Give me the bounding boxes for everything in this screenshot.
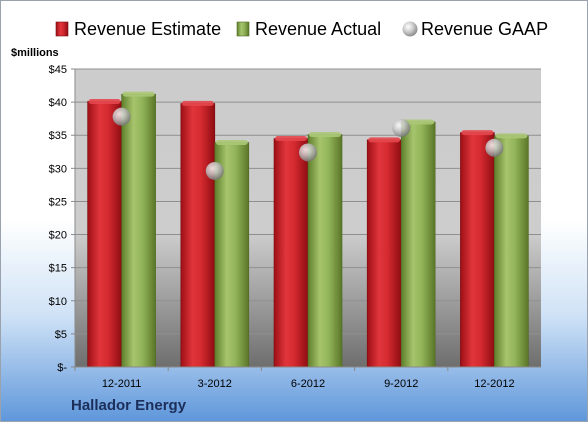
bar-revenue-estimate [87,101,122,368]
marker-revenue-gaap [392,118,411,137]
y-tick-label: $35 [49,130,67,142]
legend-item: Revenue Actual [236,19,381,39]
y-tick-label: $30 [49,163,67,175]
bar-revenue-estimate [366,139,402,368]
bar-top-cap [215,140,248,146]
chart-legend: Revenue Estimate Revenue Actual Revenue GA… [55,19,548,39]
y-axis-label: $millions [11,47,59,59]
marker-revenue-gaap [205,161,224,180]
bar-top-cap [88,98,121,104]
bar-revenue-estimate [180,103,216,368]
x-tick-label: 9-2012 [384,378,418,390]
bar-top-cap [461,130,494,136]
legend-swatch [236,21,250,37]
marker-revenue-gaap [112,107,131,126]
bar-revenue-actual [400,121,436,368]
y-tick-label: $45 [49,64,67,76]
legend-swatch [55,21,69,37]
x-tick-label: 6-2012 [291,378,325,390]
company-name: Hallador Energy [71,397,187,414]
y-tick-label: $25 [49,196,67,208]
legend-item: Revenue Estimate [55,19,221,39]
y-tick-label: $20 [49,230,67,242]
bar-top-cap [368,137,401,143]
bar-top-cap [122,91,155,97]
bar-revenue-actual [121,93,156,368]
bar-top-cap [275,136,307,142]
legend-item: Revenue GAAP [402,19,548,39]
y-tick-label: $15 [49,263,67,275]
legend-swatch [402,21,418,37]
legend-label: Revenue Estimate [74,19,221,39]
bar-top-cap [181,100,214,106]
y-tick-label: $- [57,362,67,374]
bar-top-cap [495,133,528,139]
bar-revenue-estimate [273,138,309,368]
bar-revenue-actual [307,134,343,368]
x-tick-label: 3-2012 [198,378,232,390]
y-tick-label: $10 [49,296,67,308]
x-tick-label: 12-2012 [474,378,514,390]
bar-top-cap [402,119,435,125]
bar-revenue-actual [494,135,529,368]
y-tick-label: $40 [49,97,67,109]
marker-revenue-gaap [485,138,504,157]
y-tick-label: $5 [55,329,67,341]
legend-label: Revenue Actual [255,19,381,39]
marker-revenue-gaap [299,143,317,162]
bar-revenue-estimate [460,132,495,368]
bar-top-cap [309,132,341,138]
legend-label: Revenue GAAP [421,19,548,39]
x-tick-label: 12-2011 [102,378,142,390]
